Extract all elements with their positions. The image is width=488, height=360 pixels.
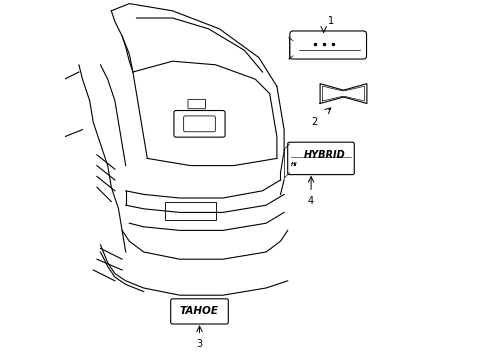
- Text: Hi: Hi: [290, 162, 297, 167]
- Text: 4: 4: [307, 196, 313, 206]
- Text: 3: 3: [196, 339, 202, 350]
- Text: 2: 2: [311, 117, 317, 127]
- Text: HYBRID: HYBRID: [303, 150, 345, 160]
- Text: 1: 1: [327, 16, 333, 26]
- Text: TAHOE: TAHOE: [180, 306, 219, 316]
